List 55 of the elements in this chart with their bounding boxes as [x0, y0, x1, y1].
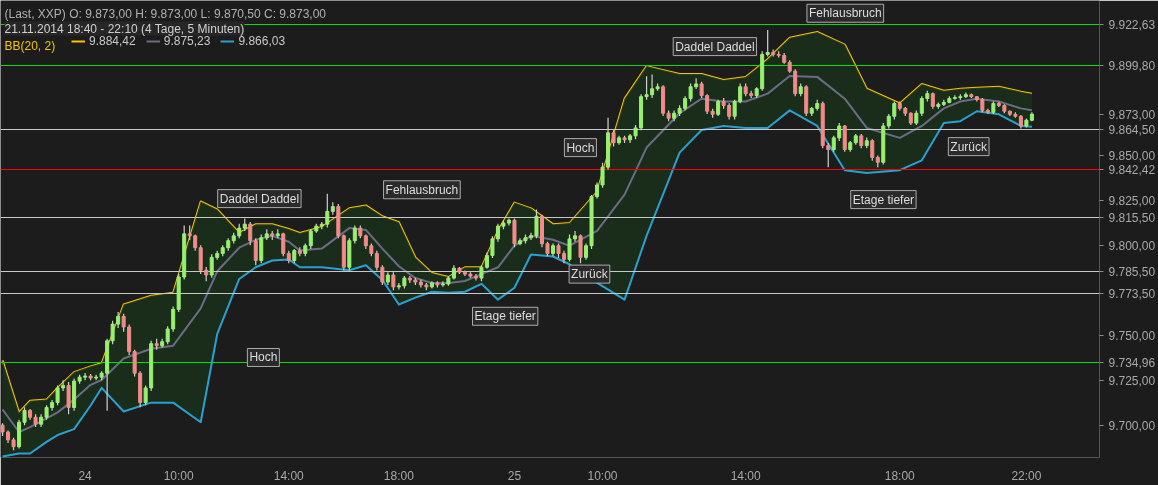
candlestick — [765, 29, 770, 58]
candlestick — [66, 381, 71, 415]
ref-line-label: 9.864,50 — [1108, 122, 1156, 137]
annotation: Fehlausbruch — [808, 6, 882, 21]
x-tick-label: 18:00 — [383, 468, 415, 483]
annotation: Fehlausbruch — [385, 182, 459, 197]
x-tick-label: 18:00 — [884, 468, 916, 483]
candlestick — [171, 305, 176, 333]
y-tick-label: 9.825,00 — [1108, 193, 1156, 208]
x-tick-label: 14:00 — [730, 468, 761, 483]
x-tick-label: 24 — [78, 468, 93, 483]
ref-line-label: 9.842,42 — [1108, 162, 1156, 177]
text: (Last, XXP) O: 9.873,00 H: 9.873,00 L: 9.870,50 C: 9.873,00 — [4, 6, 327, 21]
candlestick — [259, 233, 264, 264]
y-tick-label: 9.750,00 — [1108, 328, 1156, 343]
legend-label: 9.884,42 — [89, 34, 136, 48]
legend-title: BB(20, 2) — [4, 38, 56, 53]
ref-line-label: 9.815,50 — [1108, 210, 1156, 225]
text: 21.11.2014 18:40 - 22:10 (4 Tage, 5 Minuten) — [4, 21, 245, 36]
annotation: Daddel Daddel — [675, 39, 755, 54]
x-tick-label: 10:00 — [587, 468, 618, 483]
legend-label: 9.866,03 — [238, 34, 286, 48]
candlestick — [870, 138, 875, 162]
candlestick — [61, 379, 66, 392]
candlestick — [578, 233, 583, 264]
candlestick — [308, 228, 313, 250]
annotation: Etage tiefer — [474, 309, 536, 324]
x-tick-label: 14:00 — [273, 468, 305, 483]
ref-line-label: 9.734,96 — [1108, 355, 1156, 370]
candlestick — [248, 221, 253, 246]
annotation: Hoch — [566, 140, 595, 155]
candlestick — [694, 77, 699, 90]
ref-line-label: 9.899,80 — [1108, 59, 1156, 74]
candlestick — [132, 349, 137, 378]
line-series — [1, 109, 1033, 458]
annotation: Hoch — [249, 350, 278, 365]
legend-label: 9.875,23 — [163, 34, 211, 48]
annotation: Zurück — [571, 267, 609, 282]
ref-line-label: 9.922,63 — [1108, 18, 1156, 33]
x-tick-label: 10:00 — [163, 468, 195, 483]
line-series — [1, 75, 1033, 433]
y-tick-label: 9.850,00 — [1108, 148, 1156, 163]
ref-line-label: 9.773,50 — [1108, 286, 1156, 301]
candlestick — [143, 384, 148, 406]
annotation: Daddel Daddel — [219, 191, 300, 206]
x-tick-label: 25 — [507, 468, 522, 483]
ref-line-label: 9.785,50 — [1108, 264, 1156, 279]
y-tick-label: 9.873,00 — [1108, 107, 1156, 122]
y-tick-label: 9.725,00 — [1108, 373, 1156, 388]
x-tick-label: 22:00 — [1011, 468, 1042, 483]
y-tick-label: 9.700,00 — [1108, 418, 1156, 433]
y-tick-label: 9.800,00 — [1108, 238, 1156, 253]
annotation: Zurück — [950, 139, 989, 154]
candlestick — [253, 237, 258, 266]
annotation: Etage tiefer — [852, 192, 915, 207]
